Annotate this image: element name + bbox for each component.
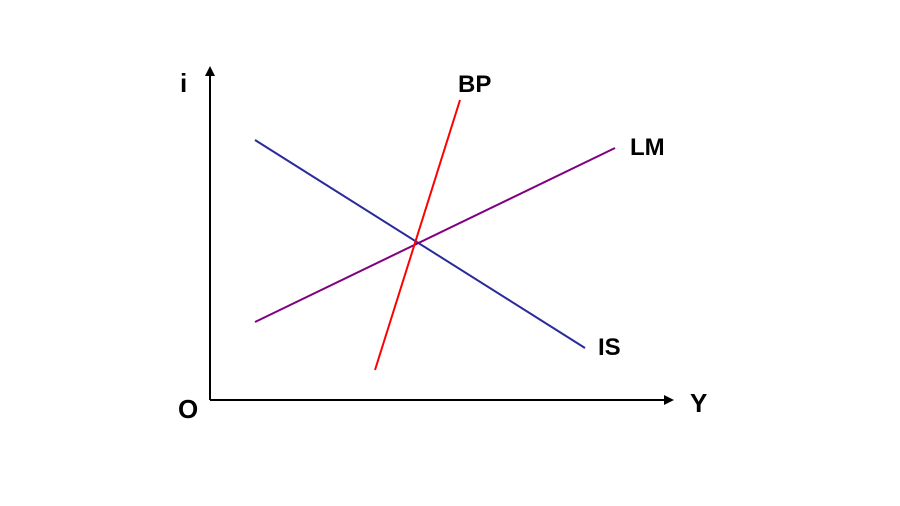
origin-label: O — [178, 394, 198, 424]
y-axis-label: i — [180, 68, 187, 98]
islm-bp-diagram: i Y O IS LM BP — [0, 0, 900, 506]
is-label: IS — [598, 334, 621, 361]
x-axis-label: Y — [690, 388, 707, 418]
bp-curve — [375, 100, 460, 370]
is-curve — [255, 140, 585, 348]
lm-label: LM — [630, 134, 665, 161]
bp-label: BP — [458, 71, 491, 98]
